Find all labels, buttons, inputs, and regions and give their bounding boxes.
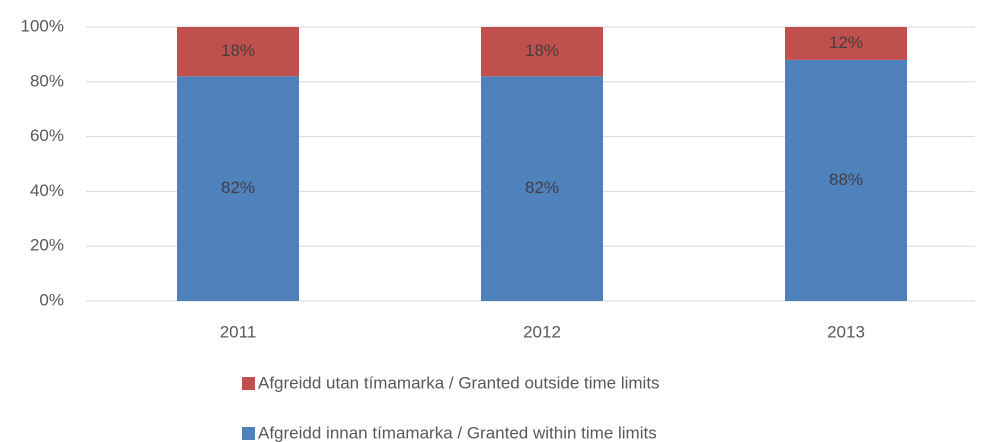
y-tick-label: 60% xyxy=(30,126,64,145)
x-tick-label: 2011 xyxy=(220,322,257,341)
value-label: 82% xyxy=(221,178,255,197)
bar-segment xyxy=(785,59,907,301)
legend-label: Afgreidd utan tímamarka / Granted outsid… xyxy=(258,373,660,392)
x-tick-label: 2012 xyxy=(523,322,561,341)
legend-label: Afgreidd innan tímamarka / Granted withi… xyxy=(258,423,657,442)
bar-segment xyxy=(785,27,907,60)
value-label: 18% xyxy=(221,41,255,60)
y-tick-label: 80% xyxy=(30,71,64,90)
value-label: 82% xyxy=(525,178,559,197)
x-tick-label: 2013 xyxy=(827,322,865,341)
value-label: 88% xyxy=(829,170,863,189)
y-tick-label: 100% xyxy=(21,16,64,35)
y-tick-label: 0% xyxy=(39,290,64,309)
bar-segment xyxy=(481,27,603,77)
legend-swatch xyxy=(242,427,255,440)
y-tick-label: 40% xyxy=(30,181,64,200)
value-label: 18% xyxy=(525,41,559,60)
legend-swatch xyxy=(242,377,255,390)
value-label: 12% xyxy=(829,33,863,52)
bar-segment xyxy=(177,27,299,77)
bar-segment xyxy=(177,76,299,301)
bar-segment xyxy=(481,76,603,301)
y-tick-label: 20% xyxy=(30,236,64,255)
